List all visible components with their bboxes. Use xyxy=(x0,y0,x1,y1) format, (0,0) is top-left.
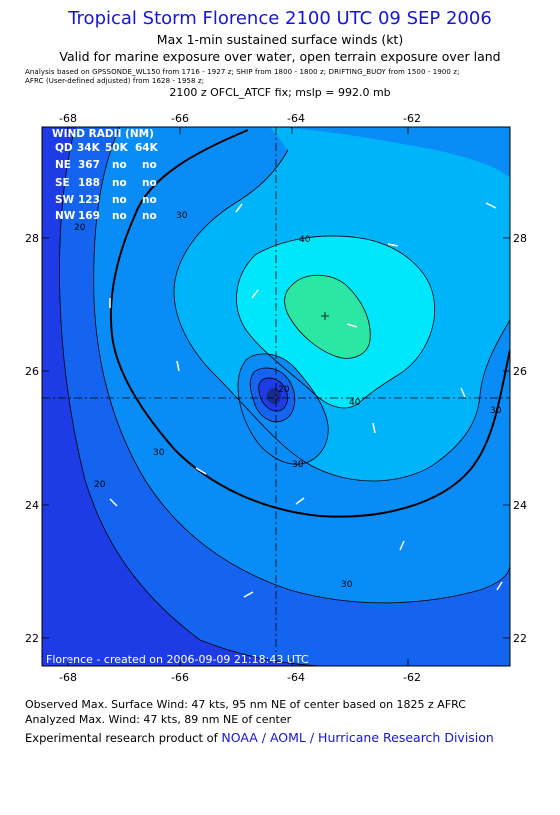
radii-64k: no xyxy=(142,159,157,171)
radii-quadrant: SE xyxy=(55,177,70,189)
radii-header-quadrant: QD xyxy=(55,142,73,154)
lon-tick-bottom: -62 xyxy=(403,671,421,684)
contour-label-30-east: 30 xyxy=(490,406,502,416)
lon-tick-top: -64 xyxy=(287,112,305,125)
lon-tick-top: -68 xyxy=(59,112,77,125)
tick-marks xyxy=(42,127,510,666)
analysis-sources-line2: AFRC (User-defined adjusted) from 1628 -… xyxy=(25,77,205,85)
analysis-sources-line1: Analysis based on GPSSONDE_WL150 from 17… xyxy=(25,68,460,76)
lat-tick-left: 22 xyxy=(25,632,39,645)
contour-label-30-nw: 30 xyxy=(176,211,188,221)
center-crosshair xyxy=(42,127,510,666)
contour-label-30-south: 30 xyxy=(341,580,353,590)
eye xyxy=(267,388,281,404)
lat-tick-right: 28 xyxy=(513,232,527,245)
credit-prefix: Experimental research product of xyxy=(25,731,218,745)
contour-label-30-center: 30 xyxy=(292,460,304,470)
wind-field: 20 20 30 30 30 30 30 40 40 20 WIND RADII… xyxy=(42,127,510,666)
validity-note: Valid for marine exposure over water, op… xyxy=(59,49,501,64)
radii-34k: 123 xyxy=(78,194,100,206)
max-wind-marker xyxy=(321,312,329,320)
contour-label-20-core: 20 xyxy=(278,385,290,395)
contour-label-40-north: 40 xyxy=(299,235,311,245)
wind-radii-title: WIND RADII (NM) xyxy=(52,128,154,140)
wind-radii-table: WIND RADII (NM) QD 34K 50K 64K NE 367 no… xyxy=(52,128,159,222)
observed-max-wind: Observed Max. Surface Wind: 47 kts, 95 n… xyxy=(25,698,466,711)
radii-64k: no xyxy=(142,177,157,189)
radii-34k: 188 xyxy=(78,177,100,189)
radii-50k: no xyxy=(112,194,127,206)
lat-tick-left: 28 xyxy=(25,232,39,245)
wind-barbs xyxy=(109,202,503,598)
lon-tick-bottom: -68 xyxy=(59,671,77,684)
analyzed-max-wind: Analyzed Max. Wind: 47 kts, 89 nm NE of … xyxy=(25,713,292,726)
radii-quadrant: NW xyxy=(55,210,76,222)
map-frame xyxy=(41,126,511,667)
lon-tick-top: -66 xyxy=(171,112,189,125)
radii-header-64k: 64K xyxy=(135,142,159,154)
map-credit: Florence - created on 2006-09-09 21:18:4… xyxy=(46,653,309,666)
lat-tick-right: 26 xyxy=(513,365,527,378)
radii-quadrant: SW xyxy=(55,194,75,206)
contour-label-20-west: 20 xyxy=(74,223,86,233)
contour-label-40-east: 40 xyxy=(349,398,361,408)
radii-34k: 367 xyxy=(78,159,100,171)
contour-lines xyxy=(59,127,510,666)
radii-64k: no xyxy=(142,194,157,206)
lon-tick-bottom: -64 xyxy=(287,671,305,684)
radii-50k: no xyxy=(112,159,127,171)
contour-34kt xyxy=(109,129,510,518)
contour-label-20-south: 20 xyxy=(94,480,106,490)
hrd-link[interactable]: NOAA / AOML / Hurricane Research Divisio… xyxy=(221,730,494,745)
fix-info: 2100 z OFCL_ATCF fix; mslp = 992.0 mb xyxy=(169,86,391,99)
radii-50k: no xyxy=(112,177,127,189)
lon-tick-bottom: -66 xyxy=(171,671,189,684)
page-title: Tropical Storm Florence 2100 UTC 09 SEP … xyxy=(68,8,492,29)
lon-tick-top: -62 xyxy=(403,112,421,125)
radii-34k: 169 xyxy=(78,210,100,222)
radii-64k: no xyxy=(142,210,157,222)
credit-line: Experimental research product of NOAA / … xyxy=(25,730,494,745)
lat-tick-right: 24 xyxy=(513,499,527,512)
radii-header-34k: 34K xyxy=(77,142,101,154)
lat-tick-left: 26 xyxy=(25,365,39,378)
radii-50k: no xyxy=(112,210,127,222)
subtitle: Max 1-min sustained surface winds (kt) xyxy=(156,32,404,47)
contour-label-30-mid: 30 xyxy=(153,448,165,458)
radii-quadrant: NE xyxy=(55,159,71,171)
lat-tick-left: 24 xyxy=(25,499,39,512)
lat-tick-right: 22 xyxy=(513,632,527,645)
radii-header-50k: 50K xyxy=(105,142,129,154)
